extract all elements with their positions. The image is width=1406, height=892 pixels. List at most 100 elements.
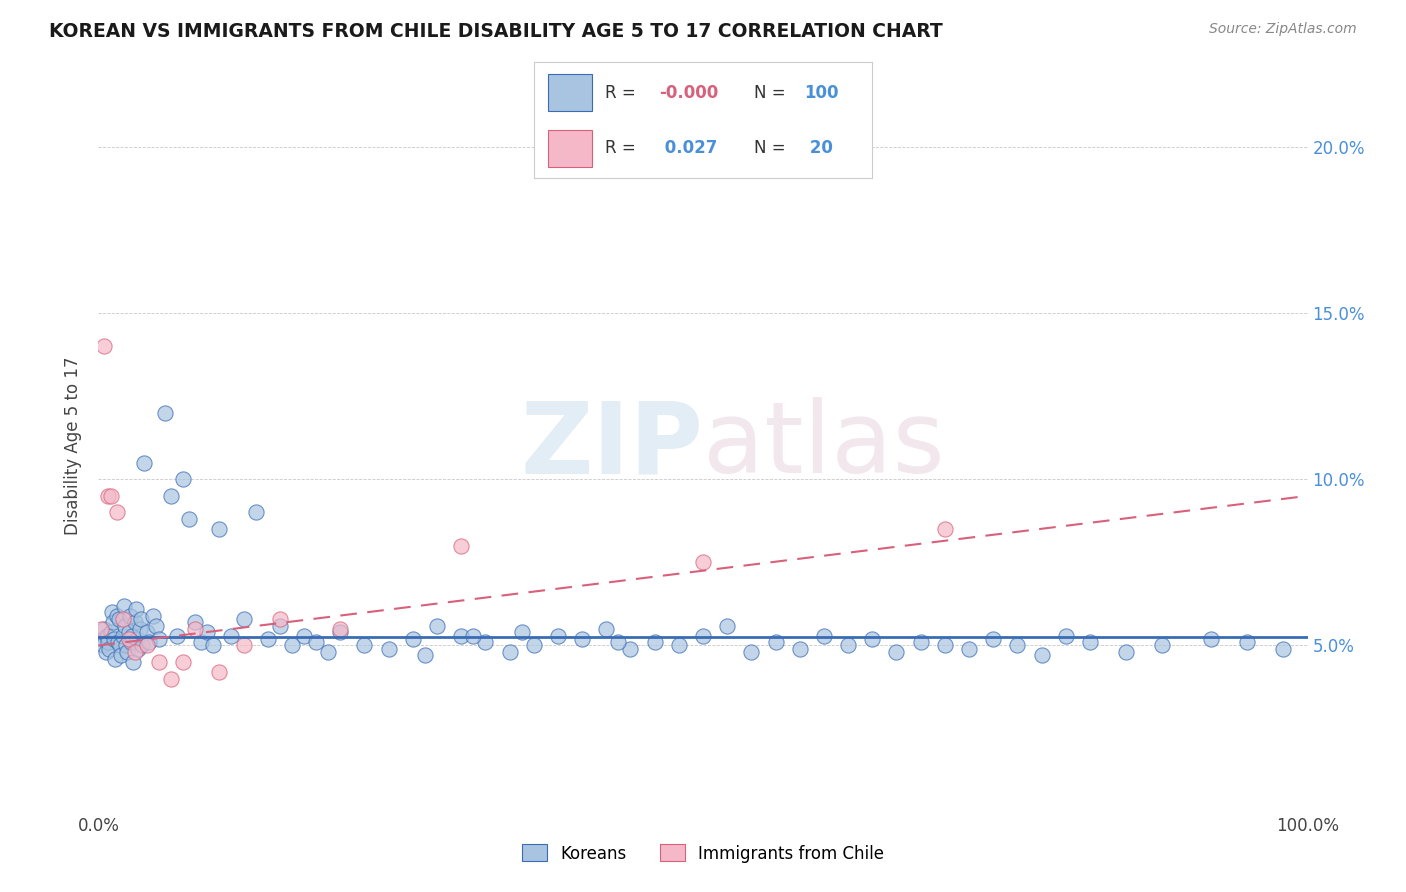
Point [160,672,183,686]
Point [114,618,136,632]
Point [91,632,114,646]
Point [692,628,714,642]
Point [108,639,131,653]
Bar [548,129,592,167]
Point [166,628,188,642]
Point [93,622,115,636]
Point [172,472,194,486]
Legend: Koreans, Immigrants from Chile: Koreans, Immigrants from Chile [515,838,891,869]
Point [145,618,167,632]
Point [1152,639,1174,653]
Point [103,632,125,646]
Point [142,608,165,623]
Text: 20: 20 [804,139,834,157]
Point [107,635,129,649]
Point [402,632,425,646]
Point [607,635,630,649]
Point [716,618,738,632]
Point [184,622,207,636]
Point [112,599,135,613]
Text: KOREAN VS IMMIGRANTS FROM CHILE DISABILITY AGE 5 TO 17 CORRELATION CHART: KOREAN VS IMMIGRANTS FROM CHILE DISABILI… [49,22,943,41]
Point [202,639,225,653]
Point [105,506,128,520]
Point [100,625,122,640]
Point [117,645,139,659]
Point [292,628,315,642]
Point [97,489,120,503]
Point [619,641,641,656]
Point [316,645,339,659]
Point [122,655,145,669]
Point [1078,635,1101,649]
Point [860,632,883,646]
Point [131,639,153,653]
Point [108,612,131,626]
Text: R =: R = [605,139,641,157]
Point [100,605,122,619]
Point [329,622,352,636]
Point [121,628,143,642]
Point [269,612,291,626]
Point [1031,648,1053,663]
Point [96,628,118,642]
Point [104,652,127,666]
Text: 100: 100 [804,84,839,102]
Point [957,641,980,656]
Point [101,615,124,630]
Point [135,639,157,653]
Point [256,632,278,646]
Text: 0.027: 0.027 [659,139,717,157]
Bar [548,74,592,112]
Point [179,512,201,526]
Point [595,622,617,636]
Point [128,622,150,636]
Point [644,635,666,649]
Point [111,628,134,642]
Point [547,628,569,642]
Point [91,639,114,653]
Point [377,641,399,656]
Point [94,645,117,659]
Point [886,645,908,659]
Point [208,665,231,679]
Text: ZIP: ZIP [520,398,703,494]
Point [184,615,207,630]
Point [740,645,762,659]
Text: R =: R = [605,84,641,102]
Point [837,639,859,653]
Point [124,615,146,630]
Point [232,612,254,626]
Point [1115,645,1137,659]
Point [281,639,304,653]
Point [124,645,146,659]
Point [111,612,134,626]
Point [148,655,170,669]
Point [450,628,472,642]
Point [110,648,132,663]
Point [135,625,157,640]
Point [138,635,160,649]
Point [115,639,138,653]
Point [426,618,449,632]
Point [510,625,533,640]
Point [125,602,148,616]
Point [910,635,932,649]
Point [1236,635,1258,649]
Point [269,618,291,632]
Y-axis label: Disability Age 5 to 17: Disability Age 5 to 17 [65,357,83,535]
Point [571,632,593,646]
Point [934,522,956,536]
Point [100,489,122,503]
Point [789,641,811,656]
Point [1272,641,1295,656]
Point [498,645,520,659]
Point [1007,639,1029,653]
Text: Source: ZipAtlas.com: Source: ZipAtlas.com [1209,22,1357,37]
Point [127,632,149,646]
Point [450,539,472,553]
Point [353,639,375,653]
Point [813,628,835,642]
Point [195,625,218,640]
Text: atlas: atlas [703,398,945,494]
Point [668,639,690,653]
